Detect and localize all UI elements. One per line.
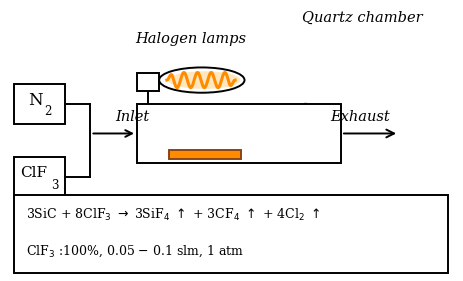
- Text: N: N: [28, 92, 43, 109]
- Text: ClF$_3$ :100%, 0.05 $-$ 0.1 slm, 1 atm: ClF$_3$ :100%, 0.05 $-$ 0.1 slm, 1 atm: [25, 244, 243, 259]
- Ellipse shape: [168, 71, 240, 89]
- Text: Exhaust: Exhaust: [329, 110, 388, 124]
- Text: Quartz chamber: Quartz chamber: [301, 11, 421, 25]
- Text: 2: 2: [44, 105, 52, 117]
- Bar: [169, 150, 241, 159]
- Text: Halogen lamps: Halogen lamps: [134, 32, 245, 46]
- Text: 3: 3: [51, 179, 58, 192]
- Bar: [14, 157, 65, 197]
- Text: ClF: ClF: [20, 166, 47, 180]
- Bar: [14, 195, 447, 273]
- Ellipse shape: [159, 67, 244, 93]
- Bar: [137, 104, 340, 163]
- Text: 3SiC + 8ClF$_3$ $\rightarrow$ 3SiF$_4$ $\uparrow$ + 3CF$_4$ $\uparrow$ + 4Cl$_2$: 3SiC + 8ClF$_3$ $\rightarrow$ 3SiF$_4$ $…: [25, 207, 319, 223]
- Text: Inlet: Inlet: [115, 110, 149, 124]
- Bar: [137, 73, 158, 91]
- Text: Carbon susceptor (3 x 3 cm): Carbon susceptor (3 x 3 cm): [137, 211, 326, 224]
- Bar: [14, 84, 65, 124]
